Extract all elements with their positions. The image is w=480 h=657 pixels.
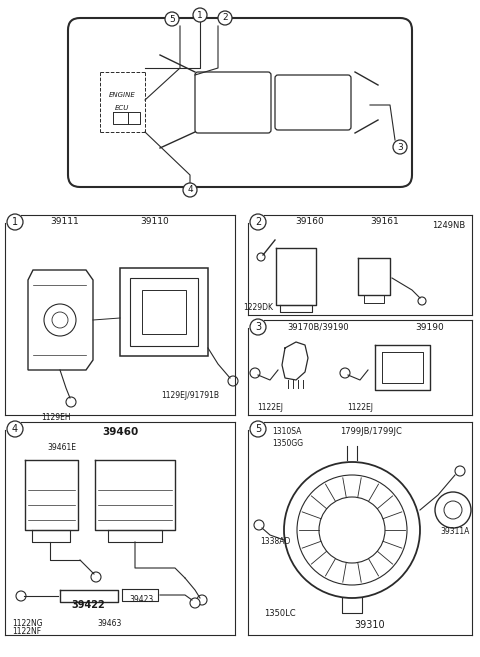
Circle shape	[228, 376, 238, 386]
Text: ECU: ECU	[115, 105, 129, 111]
Text: 5: 5	[255, 424, 261, 434]
Text: 2: 2	[222, 14, 228, 22]
Text: 1: 1	[197, 11, 203, 20]
Text: 1: 1	[12, 217, 18, 227]
Text: 1249NB: 1249NB	[432, 221, 465, 231]
Circle shape	[91, 572, 101, 582]
Circle shape	[254, 520, 264, 530]
Circle shape	[393, 140, 407, 154]
Text: 1129EJ/91791B: 1129EJ/91791B	[161, 392, 219, 401]
Text: 39463: 39463	[98, 618, 122, 627]
Text: 1310SA: 1310SA	[272, 428, 301, 436]
Text: 1129EH: 1129EH	[41, 413, 71, 422]
Circle shape	[250, 368, 260, 378]
Text: 5: 5	[169, 14, 175, 24]
Circle shape	[250, 421, 266, 437]
Text: 1122EJ: 1122EJ	[257, 403, 283, 413]
Text: 39160: 39160	[296, 217, 324, 227]
Text: 39422: 39422	[71, 600, 105, 610]
Text: 1229DK: 1229DK	[243, 304, 273, 313]
Text: 1338AD: 1338AD	[260, 537, 290, 547]
Circle shape	[257, 253, 265, 261]
Text: 39161: 39161	[371, 217, 399, 227]
Text: 1122NF: 1122NF	[12, 627, 41, 635]
Text: 1122NG: 1122NG	[12, 618, 43, 627]
Bar	[142, 290, 186, 334]
Text: 39461E: 39461E	[48, 443, 76, 453]
Circle shape	[197, 595, 207, 605]
Text: 39111: 39111	[50, 217, 79, 227]
Circle shape	[418, 297, 426, 305]
Text: 4: 4	[12, 424, 18, 434]
Circle shape	[218, 11, 232, 25]
Text: 39110: 39110	[141, 217, 169, 227]
Text: 39190: 39190	[416, 323, 444, 332]
Circle shape	[7, 214, 23, 230]
Circle shape	[193, 8, 207, 22]
Circle shape	[455, 466, 465, 476]
Text: 3: 3	[397, 143, 403, 152]
Bar	[120, 268, 208, 356]
Circle shape	[183, 183, 197, 197]
Circle shape	[66, 397, 76, 407]
Circle shape	[190, 598, 200, 608]
Text: 1122EJ: 1122EJ	[347, 403, 373, 413]
Text: 39310: 39310	[355, 620, 385, 630]
Text: 1799JB/1799JC: 1799JB/1799JC	[340, 428, 402, 436]
Text: 1350GG: 1350GG	[272, 440, 303, 449]
Text: 3: 3	[255, 322, 261, 332]
Circle shape	[16, 591, 26, 601]
Text: 39423: 39423	[130, 595, 154, 604]
Text: 39311A: 39311A	[440, 528, 470, 537]
Circle shape	[7, 421, 23, 437]
Text: 4: 4	[187, 185, 193, 194]
Text: 39170B/39190: 39170B/39190	[287, 323, 349, 332]
Text: 39460: 39460	[102, 427, 138, 437]
Circle shape	[340, 368, 350, 378]
Circle shape	[250, 319, 266, 335]
Text: 1350LC: 1350LC	[264, 610, 296, 618]
Circle shape	[250, 214, 266, 230]
Circle shape	[165, 12, 179, 26]
Bar	[130, 278, 198, 346]
Text: 2: 2	[255, 217, 261, 227]
Text: ENGINE: ENGINE	[108, 92, 135, 98]
